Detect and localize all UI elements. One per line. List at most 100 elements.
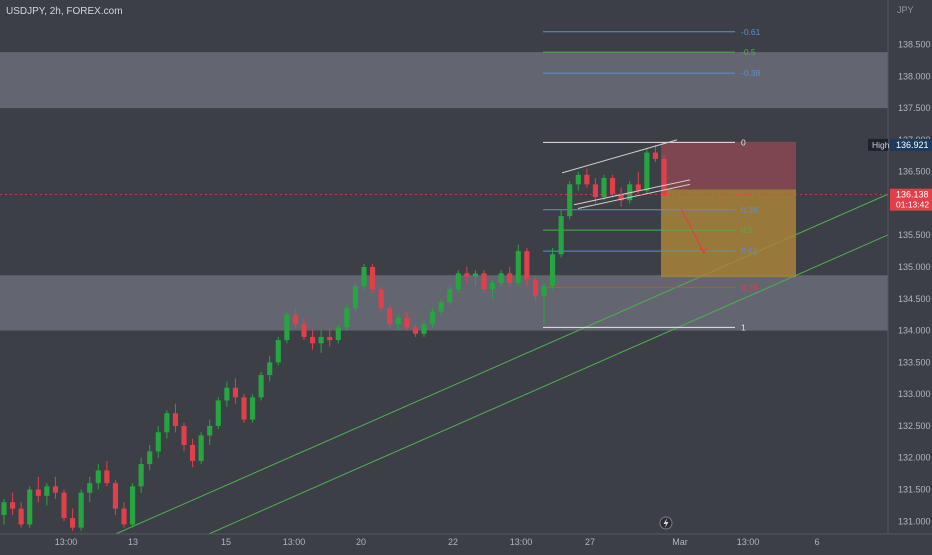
candle [524, 247, 530, 287]
candle [207, 419, 213, 445]
y-tick-label: 134.000 [898, 326, 931, 336]
high-tag [868, 138, 888, 151]
candle [344, 305, 350, 331]
candle [352, 282, 358, 312]
candle-body [258, 375, 264, 398]
candle-body [610, 178, 616, 194]
candle-body [112, 483, 118, 509]
x-tick-label: 13 [128, 537, 138, 547]
candle-body [515, 251, 521, 283]
candle [558, 209, 564, 258]
candle [258, 371, 264, 401]
stop-loss-zone [661, 141, 796, 190]
candle-body [70, 518, 76, 528]
candle [438, 298, 444, 315]
lightning-icon[interactable] [659, 516, 673, 530]
candle-body [224, 387, 230, 401]
candle [575, 171, 581, 191]
channel-upper-line [561, 139, 678, 174]
candle-body [52, 486, 58, 493]
candle-body [121, 508, 127, 525]
candle-body [275, 340, 281, 363]
candle [472, 270, 478, 287]
candle-body [190, 445, 196, 461]
candle [498, 270, 504, 287]
candle-body [490, 282, 496, 290]
candle [155, 425, 161, 458]
fib-level-label: 1 [741, 322, 746, 332]
candle-body [10, 502, 16, 509]
channel-lower-line [573, 179, 691, 206]
candle [490, 279, 496, 299]
candle [138, 457, 144, 493]
candle-body [370, 267, 376, 290]
candle-body [198, 435, 204, 461]
candle [567, 181, 573, 220]
candle-body [635, 184, 641, 191]
candle-body [310, 336, 316, 344]
y-tick-label: 131.500 [898, 485, 931, 495]
candle-body [267, 362, 273, 376]
candle [35, 476, 41, 503]
candle-body [87, 483, 93, 493]
candle-body [35, 489, 41, 496]
candle [301, 317, 307, 341]
candle [52, 476, 58, 500]
candle [121, 502, 127, 528]
candle-body [421, 324, 427, 334]
candle [541, 282, 547, 325]
high-value-text: 136.921 [896, 140, 929, 150]
candle-body [147, 451, 153, 465]
candle [584, 168, 590, 188]
candle [601, 174, 607, 201]
candle-body [352, 286, 358, 309]
candle [147, 445, 153, 471]
x-tick-label: 6 [814, 537, 819, 547]
candle-body [232, 387, 238, 398]
candle-body [215, 400, 221, 426]
y-tick-label: 132.000 [898, 453, 931, 463]
candle [412, 324, 418, 337]
candle-body [301, 324, 307, 337]
candle [232, 378, 238, 404]
candle-body [644, 152, 650, 191]
current-price-text: 136.138 [896, 190, 929, 200]
candle [421, 321, 427, 337]
candle-body [292, 314, 298, 325]
candle [27, 486, 33, 528]
candle-body [464, 273, 470, 277]
x-tick-label: 13:00 [55, 537, 78, 547]
candle-body [541, 286, 547, 296]
candle-body [575, 174, 581, 185]
candle-body [27, 489, 33, 525]
candle [404, 311, 410, 331]
candle [550, 247, 556, 290]
y-tick-label: 133.000 [898, 389, 931, 399]
candle-body [155, 432, 161, 452]
x-tick-label: 13:00 [510, 537, 533, 547]
take-profit-zone [661, 189, 796, 278]
candle-body [412, 327, 418, 334]
candle [464, 267, 470, 283]
price-scale[interactable] [888, 0, 932, 550]
candle-body [241, 397, 247, 420]
y-tick-label: 138.500 [898, 40, 931, 50]
candle-body [335, 327, 341, 341]
x-tick-label: 13:00 [283, 537, 306, 547]
candle [172, 403, 178, 433]
candle [292, 308, 298, 328]
y-tick-label: 134.500 [898, 294, 931, 304]
candle [507, 267, 513, 287]
candle-body [130, 486, 136, 525]
y-tick-label: 132.500 [898, 421, 931, 431]
candle-body [532, 279, 538, 296]
candle-body [592, 184, 598, 198]
zone-0 [0, 52, 888, 109]
candle-body [438, 301, 444, 312]
x-tick-label: 15 [221, 537, 231, 547]
fib-level-label: 0 [741, 137, 746, 147]
candle [164, 410, 170, 439]
candle-body [387, 308, 393, 325]
